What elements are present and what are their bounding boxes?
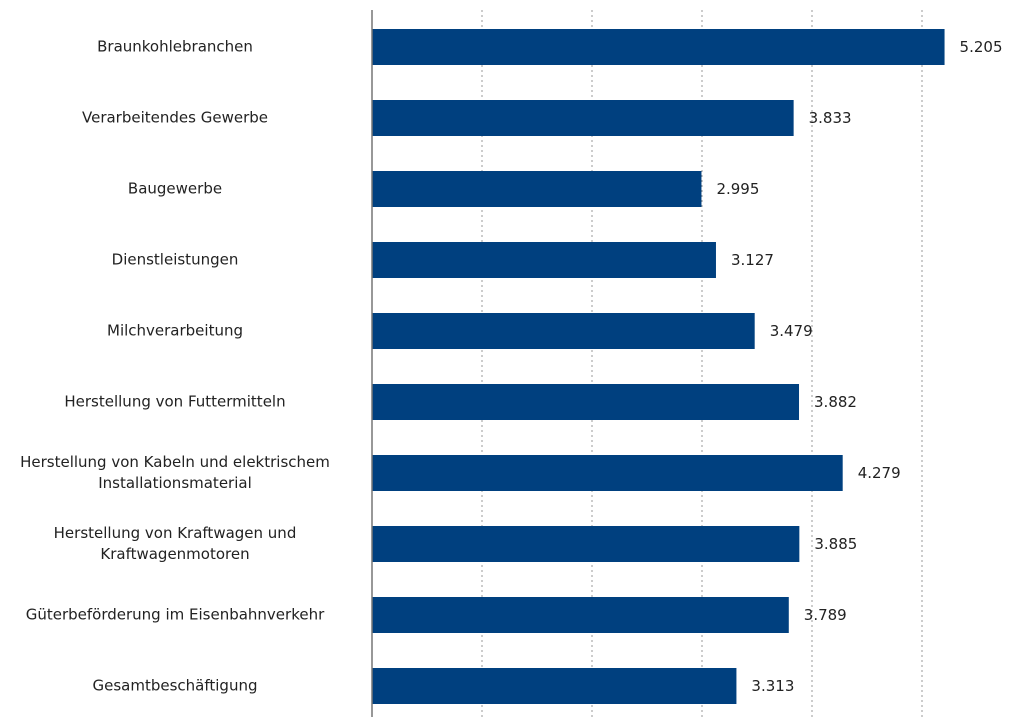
bar: [372, 597, 789, 633]
bar: [372, 313, 755, 349]
category-label: Milchverarbeitung: [107, 321, 243, 340]
category-label: Gesamtbeschäftigung: [92, 676, 258, 695]
bar: [372, 384, 800, 420]
bar: [372, 455, 843, 491]
category-label: Herstellung von Kraftwagen und Kraftwage…: [53, 524, 297, 563]
category-label: Dienstleistungen: [111, 250, 239, 269]
value-label: 3.885: [814, 535, 858, 553]
bar: [372, 668, 737, 704]
value-label: 2.995: [716, 180, 760, 198]
bar: [372, 29, 945, 65]
bar: [372, 100, 794, 136]
category-label: Güterbeförderung im Eisenbahnverkehr: [25, 605, 325, 624]
category-label: Herstellung von Futtermitteln: [64, 392, 286, 411]
value-label: 3.882: [814, 393, 857, 411]
category-label: Braunkohlebranchen: [97, 37, 253, 56]
value-label: 3.833: [808, 109, 852, 127]
bar: [372, 171, 702, 207]
bar: [372, 242, 716, 278]
category-label: Verarbeitendes Gewerbe: [82, 108, 268, 127]
bar: [372, 526, 800, 562]
category-label: Herstellung von Kabeln und elektrischem …: [20, 453, 330, 492]
value-label: 3.789: [803, 606, 847, 624]
value-label: 4.279: [857, 464, 901, 482]
value-label: 3.127: [730, 251, 774, 269]
value-label: 5.205: [959, 38, 1003, 56]
value-label: 3.479: [769, 322, 813, 340]
category-label: Baugewerbe: [127, 179, 223, 198]
value-label: 3.313: [751, 677, 795, 695]
